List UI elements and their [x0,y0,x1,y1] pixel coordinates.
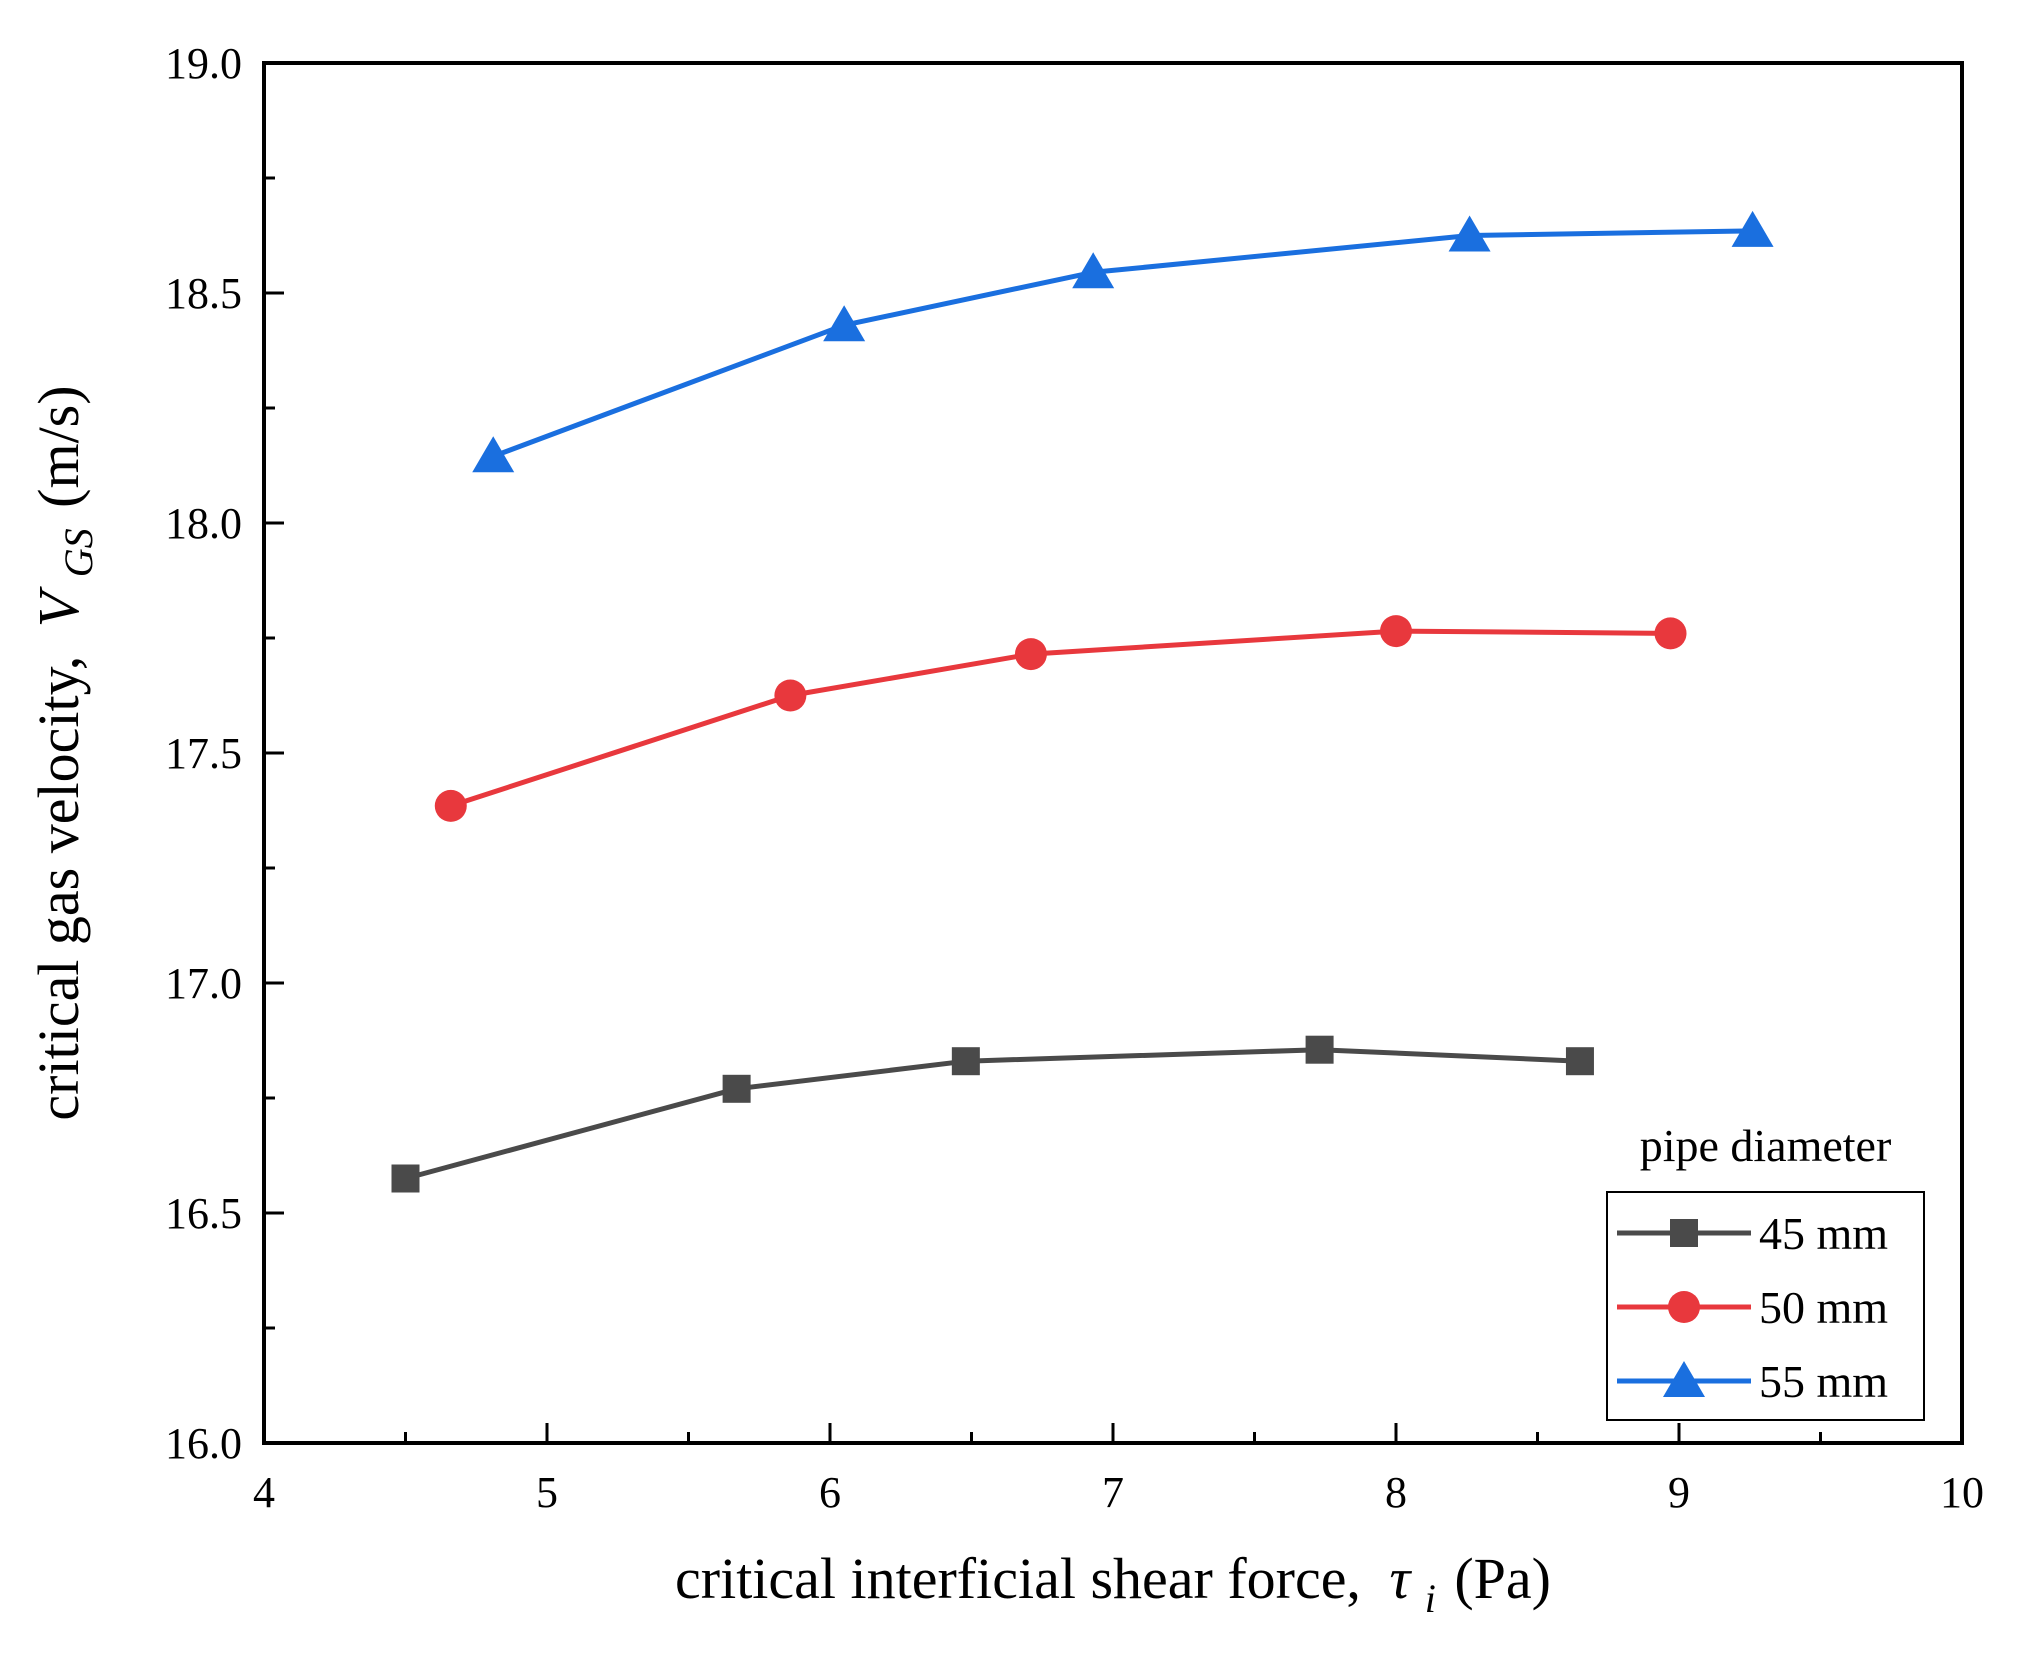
legend-items: 45 mm 50 mm 55 mm [1617,1208,1888,1407]
legend-marker [1663,1361,1705,1397]
y-axis-subscript: GS [56,528,101,577]
x-tick-label: 9 [1668,1468,1690,1517]
data-point [391,1164,420,1193]
series-45-mm [391,1035,1594,1193]
series-layer [391,210,1774,1193]
x-axis-subscript: i [1425,1576,1436,1621]
y-tick-label: 16.5 [165,1189,242,1238]
data-point [1305,1035,1334,1064]
legend-item: 50 mm [1617,1282,1888,1333]
data-point [1448,215,1491,252]
x-axis-unit: (Pa) [1454,1546,1551,1611]
x-tick-label: 7 [1102,1468,1124,1517]
data-point [951,1047,980,1076]
data-point [1731,210,1774,247]
x-axis-label: critical interficial shear force, [675,1546,1361,1611]
y-tick-label: 19.0 [165,39,242,88]
y-tick-label: 18.0 [165,499,242,548]
y-axis-unit: (m/s) [26,385,91,507]
data-point [1565,1047,1594,1076]
x-tick-label: 5 [536,1468,558,1517]
data-point [823,305,866,342]
data-point [774,679,807,712]
legend-item: 45 mm [1617,1208,1888,1259]
data-point [722,1074,751,1103]
x-tick-label: 8 [1385,1468,1407,1517]
series-50-mm [434,615,1687,822]
legend-marker [1668,1291,1700,1323]
legend-label: 50 mm [1759,1282,1888,1333]
y-axis-label: critical gas velocity, [26,656,91,1121]
data-point [1072,252,1115,289]
legend-title: pipe diameter [1640,1120,1892,1171]
x-axis-symbol: τ [1389,1546,1412,1611]
legend: pipe diameter 45 mm 50 mm 55 mm [1606,1120,1925,1421]
data-point [1014,638,1047,671]
plot-area-frame [262,61,1964,1445]
data-point [1654,617,1687,650]
y-axis-title: critical gas velocity, V GS (m/s) [26,385,105,1120]
legend-label: 45 mm [1759,1208,1888,1259]
legend-item: 55 mm [1617,1356,1888,1407]
data-point [472,436,515,473]
y-axis-symbol: V [26,585,91,627]
y-tick-label: 16.0 [165,1419,242,1468]
y-tick-label: 17.0 [165,959,242,1008]
x-tick-label: 4 [253,1468,275,1517]
legend-marker [1670,1219,1698,1247]
series-line [404,1047,1581,1181]
tick-labels: 4 5 6 7 8 9 10 16.0 16.5 17.0 17.5 18.0 18.5 19.0 [165,39,1984,1517]
series-line [450,628,1671,809]
y-tick-label: 17.5 [165,729,242,778]
x-tick-label: 6 [819,1468,841,1517]
series-55-mm [472,210,1774,473]
legend-label: 55 mm [1759,1356,1888,1407]
x-axis-title: critical interficial shear force, τ i (P… [675,1546,1551,1625]
data-point [434,789,467,822]
y-tick-label: 18.5 [165,269,242,318]
series-line [492,228,1753,459]
x-tick-label: 10 [1940,1468,1984,1517]
data-point [1380,615,1412,648]
